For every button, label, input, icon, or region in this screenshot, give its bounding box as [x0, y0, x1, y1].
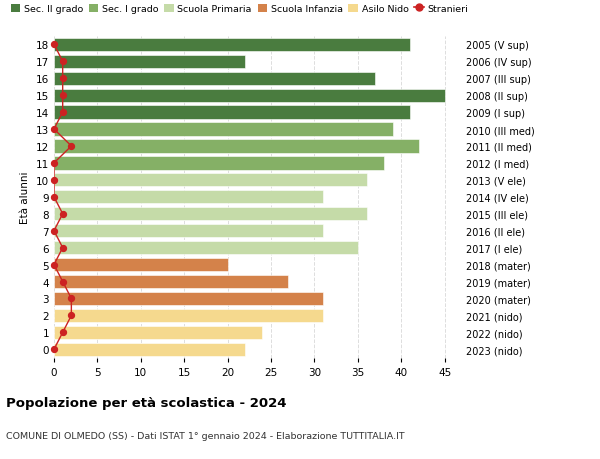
Point	[58, 92, 67, 100]
Text: COMUNE DI OLMEDO (SS) - Dati ISTAT 1° gennaio 2024 - Elaborazione TUTTITALIA.IT: COMUNE DI OLMEDO (SS) - Dati ISTAT 1° ge…	[6, 431, 404, 440]
Point	[49, 228, 59, 235]
Point	[58, 58, 67, 66]
Point	[58, 75, 67, 83]
Bar	[54, 73, 375, 85]
Bar	[54, 90, 445, 102]
Bar	[54, 258, 227, 272]
Bar	[54, 309, 323, 322]
Point	[49, 346, 59, 353]
Bar	[54, 140, 419, 153]
Y-axis label: Età alunni: Età alunni	[20, 171, 31, 224]
Point	[58, 211, 67, 218]
Point	[49, 41, 59, 49]
Point	[67, 143, 76, 150]
Bar	[54, 207, 367, 221]
Legend: Sec. II grado, Sec. I grado, Scuola Primaria, Scuola Infanzia, Asilo Nido, Stran: Sec. II grado, Sec. I grado, Scuola Prim…	[11, 5, 468, 14]
Point	[49, 177, 59, 184]
Bar	[54, 292, 323, 305]
Bar	[54, 39, 410, 52]
Bar	[54, 106, 410, 119]
Point	[49, 261, 59, 269]
Text: Popolazione per età scolastica - 2024: Popolazione per età scolastica - 2024	[6, 396, 287, 409]
Bar	[54, 343, 245, 356]
Bar	[54, 241, 358, 255]
Bar	[54, 157, 384, 170]
Bar	[54, 174, 367, 187]
Point	[49, 194, 59, 201]
Point	[58, 109, 67, 117]
Point	[67, 295, 76, 302]
Bar	[54, 224, 323, 238]
Point	[49, 126, 59, 134]
Bar	[54, 191, 323, 204]
Point	[49, 160, 59, 167]
Point	[58, 278, 67, 285]
Point	[67, 312, 76, 319]
Bar	[54, 123, 392, 136]
Point	[58, 329, 67, 336]
Bar	[54, 56, 245, 69]
Point	[58, 245, 67, 252]
Bar	[54, 275, 289, 289]
Bar	[54, 326, 262, 339]
